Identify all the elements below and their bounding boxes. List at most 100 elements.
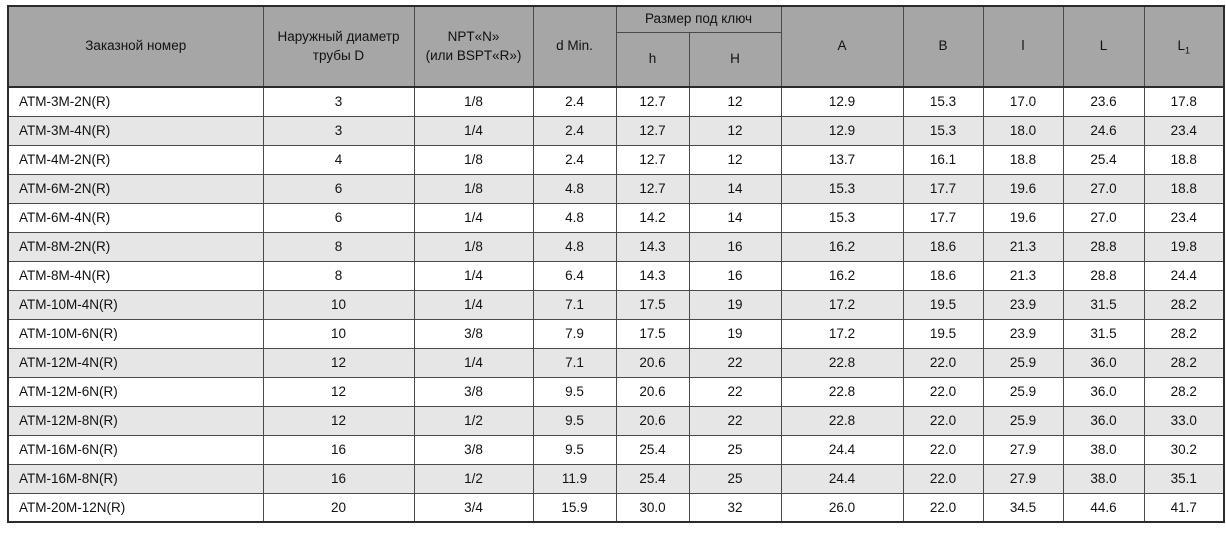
dimensions-table: Заказной номер Наружный диаметр трубы D … <box>7 5 1226 523</box>
table-cell: 12 <box>262 405 415 436</box>
table-cell: 24.4 <box>780 463 904 494</box>
table-cell: 12 <box>688 144 782 175</box>
table-cell: 9.5 <box>532 376 617 407</box>
table-cell: 24.4 <box>780 434 904 465</box>
table-cell: 18.8 <box>1143 144 1225 175</box>
cell-order-number: ATM-16M-8N(R) <box>7 463 264 494</box>
table-cell: 44.6 <box>1062 492 1145 523</box>
table-cell: 22.8 <box>780 405 904 436</box>
table-cell: 22.0 <box>902 492 984 523</box>
table-row: ATM-3M-4N(R) 3 1/4 2.4 12.7 12 12.9 15.3 18.0 24.… <box>7 115 1225 146</box>
table-cell: 1/2 <box>413 463 534 494</box>
table-cell: 19.5 <box>902 318 984 349</box>
table-cell: 18.6 <box>902 260 984 291</box>
table-cell: 25.9 <box>982 405 1064 436</box>
table-cell: 18.8 <box>1143 173 1225 204</box>
table-cell: 20.6 <box>615 376 690 407</box>
table-cell: 3 <box>262 115 415 146</box>
table-cell: 38.0 <box>1062 463 1145 494</box>
table-cell: 19.6 <box>982 202 1064 233</box>
table-cell: 17.7 <box>902 173 984 204</box>
table-cell: 14.2 <box>615 202 690 233</box>
table-cell: 34.5 <box>982 492 1064 523</box>
table-cell: 3/4 <box>413 492 534 523</box>
table-cell: 16 <box>262 463 415 494</box>
header-l1-subscript: 1 <box>1185 46 1191 57</box>
table-cell: 25.9 <box>982 376 1064 407</box>
table-cell: 19.8 <box>1143 231 1225 262</box>
table-cell: 10 <box>262 318 415 349</box>
table-cell: 15.3 <box>780 173 904 204</box>
table-cell: 31.5 <box>1062 318 1145 349</box>
table-cell: 1/8 <box>413 144 534 175</box>
table-cell: 33.0 <box>1143 405 1225 436</box>
table-cell: 7.1 <box>532 347 617 378</box>
table-cell: 6 <box>262 173 415 204</box>
header-outer-diameter: Наружный диаметр трубы D <box>262 5 415 88</box>
table-cell: 1/4 <box>413 115 534 146</box>
table-cell: 36.0 <box>1062 405 1145 436</box>
table-cell: 18.6 <box>902 231 984 262</box>
table-cell: 12 <box>262 347 415 378</box>
table-cell: 12.7 <box>615 86 690 117</box>
table-cell: 24.6 <box>1062 115 1145 146</box>
header-row-top: Заказной номер Наружный диаметр трубы D … <box>7 5 1225 88</box>
cell-order-number: ATM-10M-4N(R) <box>7 289 264 320</box>
table-row: ATM-3M-2N(R) 3 1/8 2.4 12.7 12 12.9 15.3 17.0 23.… <box>7 86 1225 117</box>
table-row: ATM-12M-4N(R) 12 1/4 7.1 20.6 22 22.8 22.0 25.9 3… <box>7 347 1225 378</box>
table-cell: 3/8 <box>413 434 534 465</box>
header-l1: L1 <box>1143 5 1225 88</box>
table-cell: 22.8 <box>780 376 904 407</box>
table-cell: 7.9 <box>532 318 617 349</box>
table-cell: 2.4 <box>532 115 617 146</box>
table-cell: 7.1 <box>532 289 617 320</box>
table-cell: 17.5 <box>615 318 690 349</box>
table-cell: 2.4 <box>532 86 617 117</box>
table-cell: 4.8 <box>532 202 617 233</box>
header-b: B <box>902 5 984 88</box>
table-cell: 30.0 <box>615 492 690 523</box>
table-cell: 12 <box>688 86 782 117</box>
table-cell: 25.4 <box>615 463 690 494</box>
table-cell: 32 <box>688 492 782 523</box>
table-cell: 1/4 <box>413 347 534 378</box>
cell-order-number: ATM-12M-6N(R) <box>7 376 264 407</box>
table-cell: 27.0 <box>1062 202 1145 233</box>
table-row: ATM-16M-8N(R) 16 1/2 11.9 25.4 25 24.4 22.0 27.9… <box>7 463 1225 494</box>
table-cell: 8 <box>262 231 415 262</box>
header-l-lowercase: l <box>982 5 1064 88</box>
header-a: A <box>780 5 904 88</box>
table-cell: 17.0 <box>982 86 1064 117</box>
table-cell: 23.4 <box>1143 115 1225 146</box>
table-cell: 12.7 <box>615 144 690 175</box>
table-cell: 17.2 <box>780 289 904 320</box>
table-cell: 16.2 <box>780 260 904 291</box>
cell-order-number: ATM-8M-2N(R) <box>7 231 264 262</box>
table-cell: 28.2 <box>1143 376 1225 407</box>
table-cell: 21.3 <box>982 260 1064 291</box>
table-cell: 1/4 <box>413 202 534 233</box>
header-l1-base: L <box>1177 38 1186 54</box>
table-cell: 35.1 <box>1143 463 1225 494</box>
table-cell: 27.9 <box>982 434 1064 465</box>
table-cell: 4 <box>262 144 415 175</box>
table-cell: 10 <box>262 289 415 320</box>
table-cell: 6.4 <box>532 260 617 291</box>
table-cell: 24.4 <box>1143 260 1225 291</box>
table-cell: 1/8 <box>413 86 534 117</box>
table-cell: 28.8 <box>1062 231 1145 262</box>
table-row: ATM-10M-4N(R) 10 1/4 7.1 17.5 19 17.2 19.5 23.9 3… <box>7 289 1225 320</box>
table-cell: 26.0 <box>780 492 904 523</box>
table-cell: 1/4 <box>413 289 534 320</box>
table-cell: 15.9 <box>532 492 617 523</box>
table-cell: 23.9 <box>982 318 1064 349</box>
table-cell: 22.0 <box>902 463 984 494</box>
table-cell: 18.0 <box>982 115 1064 146</box>
table-cell: 12.9 <box>780 86 904 117</box>
header-l-uppercase: L <box>1062 5 1145 88</box>
table-row: ATM-10M-6N(R) 10 3/8 7.9 17.5 19 17.2 19.5 23.9 3… <box>7 318 1225 349</box>
table-cell: 22.0 <box>902 405 984 436</box>
header-row-sub: h H <box>8 31 1224 88</box>
table-cell: 19.5 <box>902 289 984 320</box>
table-cell: 16 <box>262 434 415 465</box>
